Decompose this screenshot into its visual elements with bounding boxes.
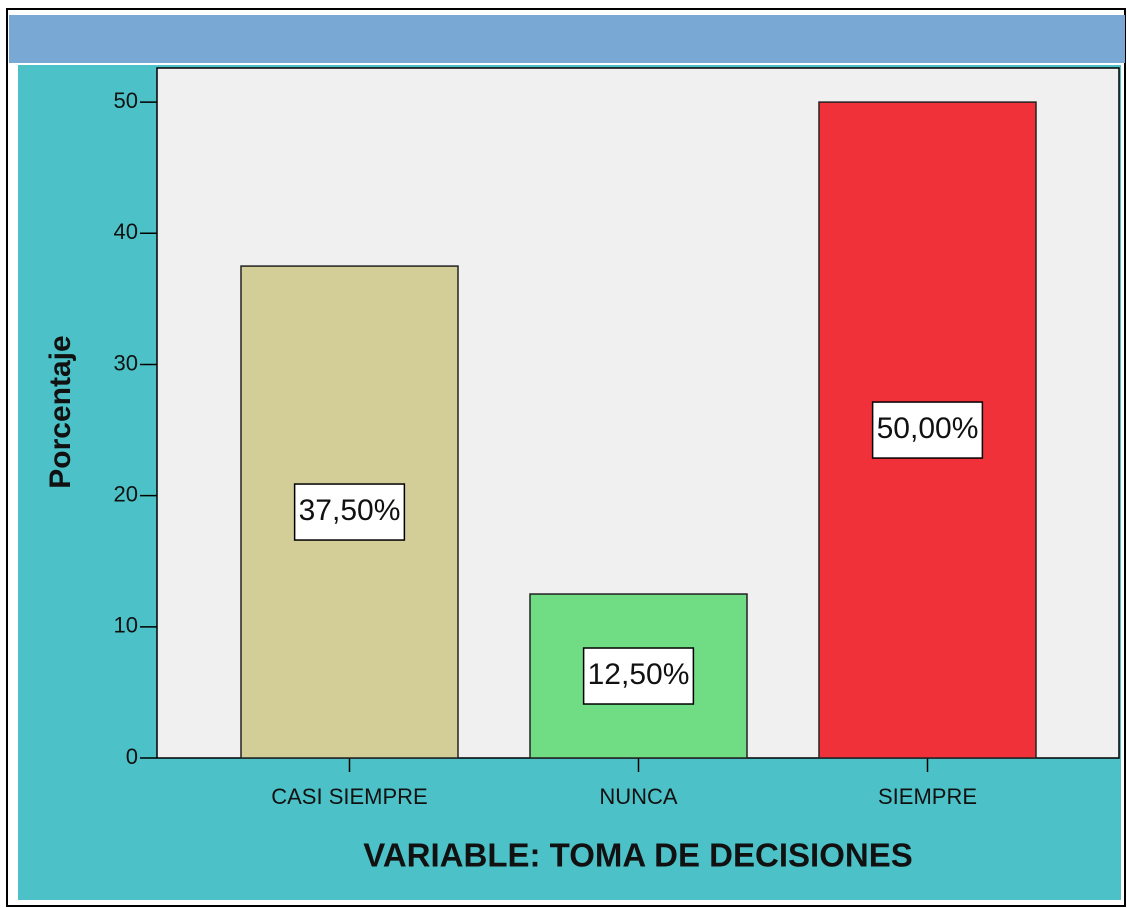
- y-tick-label: 20: [114, 481, 138, 506]
- y-axis-title: Porcentaje: [44, 335, 77, 488]
- x-tick-label: SIEMPRE: [878, 784, 977, 809]
- y-tick-label: 30: [114, 350, 138, 375]
- value-label: 50,00%: [877, 412, 979, 445]
- x-axis-title: VARIABLE: TOMA DE DECISIONES: [363, 837, 912, 874]
- value-label-box: [293, 483, 406, 541]
- value-label-box: [582, 647, 695, 705]
- x-tick-label: CASI SIEMPRE: [271, 784, 427, 809]
- y-tick-label: 50: [114, 88, 138, 113]
- y-tick-label: 10: [114, 613, 138, 638]
- y-tick-label: 40: [114, 219, 138, 244]
- value-label: 37,50%: [299, 494, 401, 527]
- y-tick-label: 0: [126, 744, 138, 769]
- value-label: 12,50%: [588, 658, 690, 691]
- header-band: [9, 15, 1125, 63]
- value-label-box: [871, 401, 984, 459]
- x-tick-label: NUNCA: [599, 784, 678, 809]
